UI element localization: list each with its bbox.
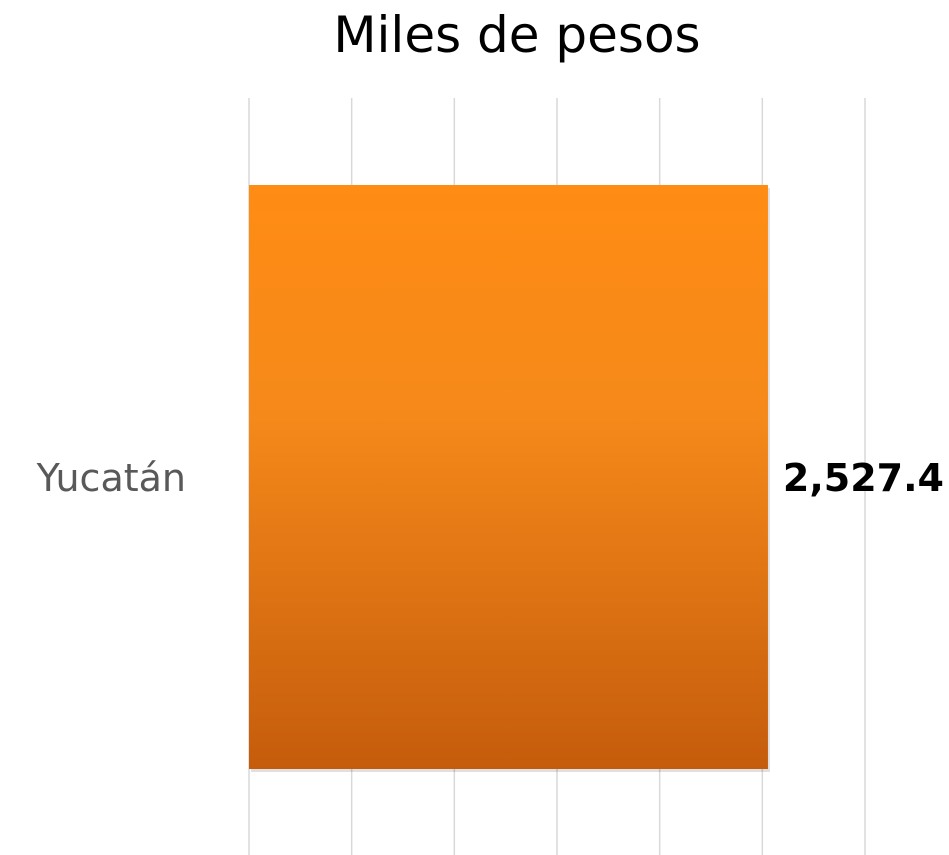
chart-title: Miles de pesos (333, 6, 700, 64)
category-label: Yucatán (36, 456, 186, 500)
labels: Yucatán 2,527.4 (36, 456, 944, 500)
data-label: 2,527.4 (783, 456, 944, 500)
bars (249, 185, 770, 772)
bar-yucatán (249, 185, 768, 769)
